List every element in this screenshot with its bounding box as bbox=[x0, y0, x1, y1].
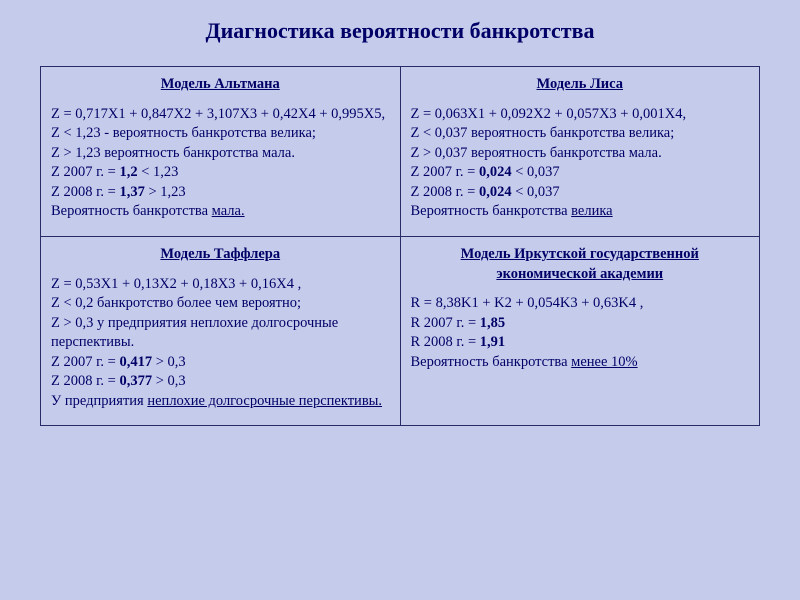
lis-z2007-val: 0,024 bbox=[479, 164, 512, 180]
irkutsk-conclusion: менее 10% bbox=[571, 354, 637, 370]
irkutsk-r2007-val: 1,85 bbox=[480, 315, 505, 331]
altman-z2008-suffix: > 1,23 bbox=[145, 184, 186, 200]
cell-irkutsk: Модель Иркутской государственной экономи… bbox=[400, 236, 760, 426]
lis-rule-high: Z > 0,037 вероятность банкротства мала. bbox=[411, 145, 662, 161]
irkutsk-r2008-val: 1,91 bbox=[480, 334, 505, 350]
altman-z2008-prefix: Z 2008 г. = bbox=[51, 184, 119, 200]
taffler-z2007-val: 0,417 bbox=[119, 354, 152, 370]
lis-z2008-val: 0,024 bbox=[479, 184, 512, 200]
altman-name: Модель Альтмана bbox=[51, 75, 390, 95]
irkutsk-r2008-prefix: R 2008 г. = bbox=[411, 334, 480, 350]
altman-z2007-suffix: < 1,23 bbox=[138, 164, 179, 180]
lis-conclusion: велика bbox=[571, 203, 612, 219]
lis-z2007-suffix: < 0,037 bbox=[512, 164, 560, 180]
page-title: Диагностика вероятности банкротства bbox=[40, 18, 760, 44]
taffler-conclusion: неплохие долгосрочные перспективы. bbox=[147, 393, 382, 409]
taffler-z2007-prefix: Z 2007 г. = bbox=[51, 354, 119, 370]
taffler-z2008-val: 0,377 bbox=[119, 373, 152, 389]
irkutsk-formula: R = 8,38K1 + K2 + 0,054K3 + 0,63K4 , bbox=[411, 295, 644, 311]
lis-z2008-suffix: < 0,037 bbox=[512, 184, 560, 200]
taffler-z2007-suffix: > 0,3 bbox=[152, 354, 186, 370]
taffler-z2008-suffix: > 0,3 bbox=[152, 373, 186, 389]
lis-z2007-prefix: Z 2007 г. = bbox=[411, 164, 479, 180]
taffler-rule-low: Z < 0,2 банкротство более чем вероятно; bbox=[51, 295, 301, 311]
altman-z2008-val: 1,37 bbox=[119, 184, 144, 200]
taffler-z2008-prefix: Z 2008 г. = bbox=[51, 373, 119, 389]
taffler-name: Модель Таффлера bbox=[51, 245, 390, 265]
taffler-rule-high: Z > 0,3 у предприятия неплохие долгосроч… bbox=[51, 315, 338, 351]
lis-conclusion-prefix: Вероятность банкротства bbox=[411, 203, 572, 219]
altman-z2007-val: 1,2 bbox=[119, 164, 137, 180]
models-table: Модель Альтмана Z = 0,717X1 + 0,847X2 + … bbox=[40, 66, 760, 426]
irkutsk-r2007-prefix: R 2007 г. = bbox=[411, 315, 480, 331]
lis-name: Модель Лиса bbox=[411, 75, 750, 95]
lis-formula: Z = 0,063X1 + 0,092X2 + 0,057X3 + 0,001X… bbox=[411, 106, 687, 122]
altman-conclusion: мала. bbox=[212, 203, 245, 219]
lis-z2008-prefix: Z 2008 г. = bbox=[411, 184, 479, 200]
cell-taffler: Модель Таффлера Z = 0,53X1 + 0,13X2 + 0,… bbox=[41, 236, 401, 426]
cell-lis: Модель Лиса Z = 0,063X1 + 0,092X2 + 0,05… bbox=[400, 67, 760, 237]
taffler-formula: Z = 0,53X1 + 0,13X2 + 0,18X3 + 0,16X4 , bbox=[51, 276, 301, 292]
cell-altman: Модель Альтмана Z = 0,717X1 + 0,847X2 + … bbox=[41, 67, 401, 237]
lis-rule-low: Z < 0,037 вероятность банкротства велика… bbox=[411, 125, 675, 141]
altman-rule-low: Z < 1,23 - вероятность банкротства велик… bbox=[51, 125, 316, 141]
altman-rule-high: Z > 1,23 вероятность банкротства мала. bbox=[51, 145, 295, 161]
irkutsk-name: Модель Иркутской государственной экономи… bbox=[411, 245, 750, 284]
taffler-conclusion-prefix: У предприятия bbox=[51, 393, 147, 409]
altman-conclusion-prefix: Вероятность банкротства bbox=[51, 203, 212, 219]
altman-formula: Z = 0,717X1 + 0,847X2 + 3,107X3 + 0,42X4… bbox=[51, 106, 385, 122]
altman-z2007-prefix: Z 2007 г. = bbox=[51, 164, 119, 180]
page: Диагностика вероятности банкротства Моде… bbox=[0, 0, 800, 600]
irkutsk-conclusion-prefix: Вероятность банкротства bbox=[411, 354, 572, 370]
